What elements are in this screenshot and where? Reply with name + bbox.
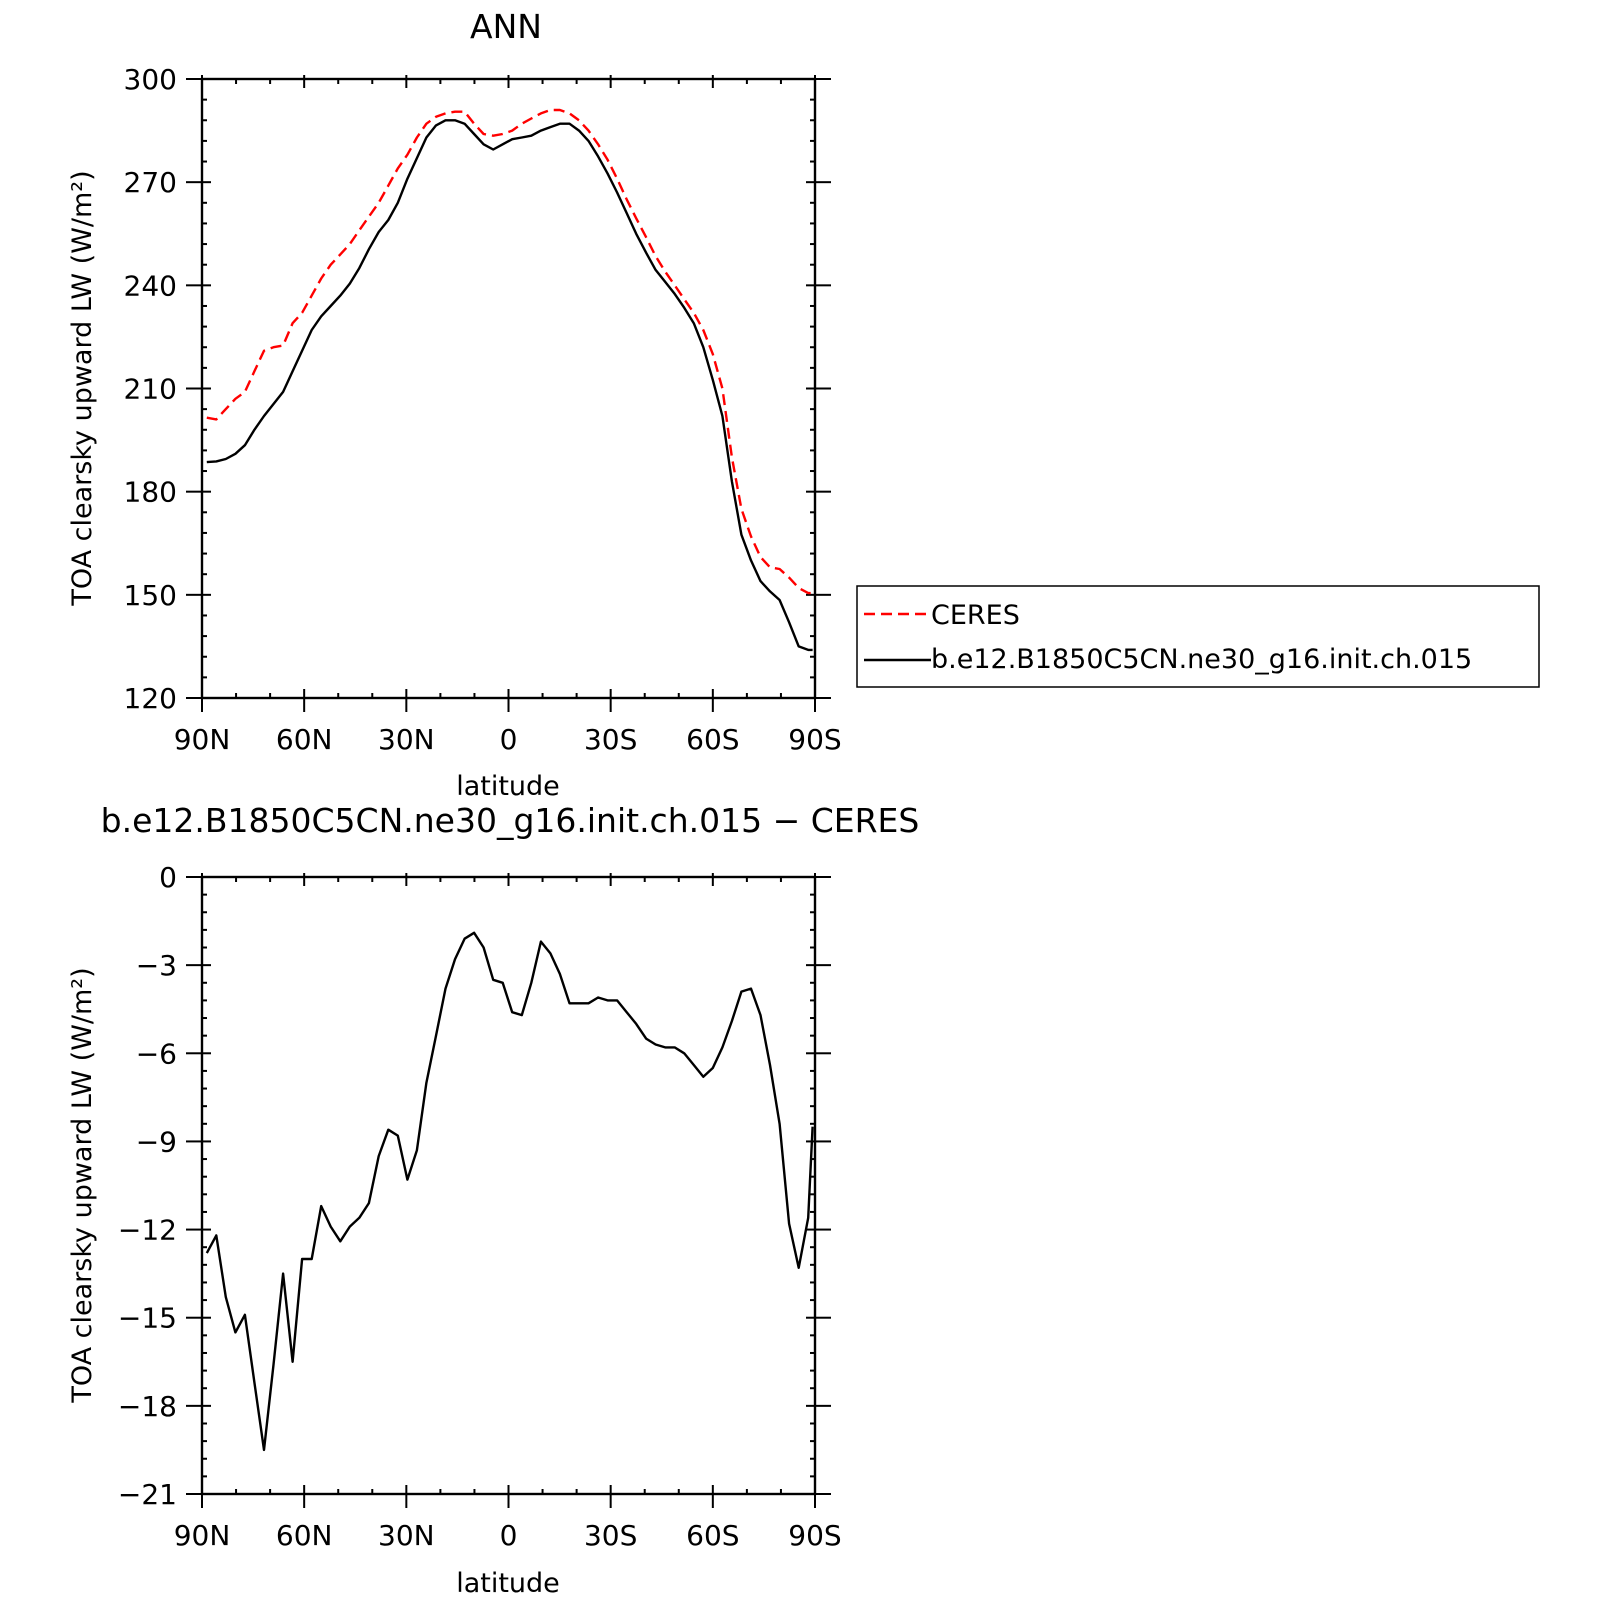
x-tick-label: 90S bbox=[788, 723, 841, 756]
y-tick-label: −12 bbox=[118, 1214, 177, 1247]
y-axis-title: TOA clearsky upward LW (W/m²) bbox=[67, 170, 98, 606]
y-axis-title: TOA clearsky upward LW (W/m²) bbox=[67, 967, 98, 1403]
tick-labels: 90N 60N 30N 0 30S 60S 90S 120 150 180 210 240 270 300 bbox=[124, 63, 842, 756]
y-tick-label: −21 bbox=[118, 1478, 177, 1511]
tick-labels: 90N 60N 30N 0 30S 60S 90S 0 −3 −6 −9 −12 −15 −18 −21 bbox=[118, 861, 842, 1552]
x-tick-label: 90N bbox=[174, 1519, 231, 1552]
x-tick-label: 60N bbox=[276, 1519, 333, 1552]
series-layer bbox=[205, 931, 814, 1452]
legend-box bbox=[856, 585, 1540, 688]
plot-frame bbox=[200, 875, 817, 1496]
x-tick-label: 30N bbox=[378, 1519, 435, 1552]
y-tick-label: −15 bbox=[118, 1302, 177, 1335]
legend-ceres-label: CERES bbox=[931, 600, 1020, 631]
x-tick-label: 90N bbox=[174, 723, 231, 756]
legend-model-label: b.e12.B1850C5CN.ne30_g16.init.ch.015 bbox=[931, 644, 1472, 675]
ceres-line bbox=[206, 108, 813, 595]
y-tick-label: 210 bbox=[124, 373, 177, 406]
y-tick-label: −6 bbox=[136, 1037, 177, 1070]
x-tick-label: 30S bbox=[584, 723, 637, 756]
x-tick-label: 60S bbox=[686, 1519, 739, 1552]
y-tick-label: 180 bbox=[124, 476, 177, 509]
legend: CERES b.e12.B1850C5CN.ne30_g16.init.ch.0… bbox=[856, 585, 1540, 688]
x-tick-label: 60N bbox=[276, 723, 333, 756]
y-tick-label: 300 bbox=[124, 63, 177, 96]
x-axis-title: latitude bbox=[456, 1568, 560, 1599]
x-tick-label: 60S bbox=[686, 723, 739, 756]
y-tick-label: 240 bbox=[124, 269, 177, 302]
y-tick-label: 150 bbox=[124, 579, 177, 612]
panel-title: b.e12.B1850C5CN.ne30_g16.init.ch.015 − C… bbox=[101, 801, 920, 840]
x-tick-label: 90S bbox=[788, 1519, 841, 1552]
y-tick-label: 0 bbox=[159, 861, 177, 894]
x-axis-title: latitude bbox=[456, 771, 560, 802]
y-tick-label: −9 bbox=[136, 1125, 177, 1158]
tick-marks bbox=[186, 873, 831, 1508]
panel-title: ANN bbox=[470, 7, 542, 46]
difference-panel: b.e12.B1850C5CN.ne30_g16.init.ch.015 − C… bbox=[67, 801, 919, 1599]
y-tick-label: 120 bbox=[124, 682, 177, 715]
y-tick-label: −18 bbox=[118, 1390, 177, 1423]
y-tick-label: −3 bbox=[136, 949, 177, 982]
annual-mean-panel: ANN 90N 60N 30N 0 30S 60S 90S 120 150 180 210 240 27… bbox=[67, 7, 842, 802]
y-tick-label: 270 bbox=[124, 166, 177, 199]
model-line bbox=[206, 119, 813, 652]
x-tick-label: 0 bbox=[500, 1519, 518, 1552]
series-layer bbox=[206, 108, 813, 652]
difference-line bbox=[205, 931, 814, 1452]
x-tick-label: 30N bbox=[378, 723, 435, 756]
plot-frame bbox=[200, 77, 817, 700]
x-tick-label: 30S bbox=[584, 1519, 637, 1552]
x-tick-label: 0 bbox=[500, 723, 518, 756]
